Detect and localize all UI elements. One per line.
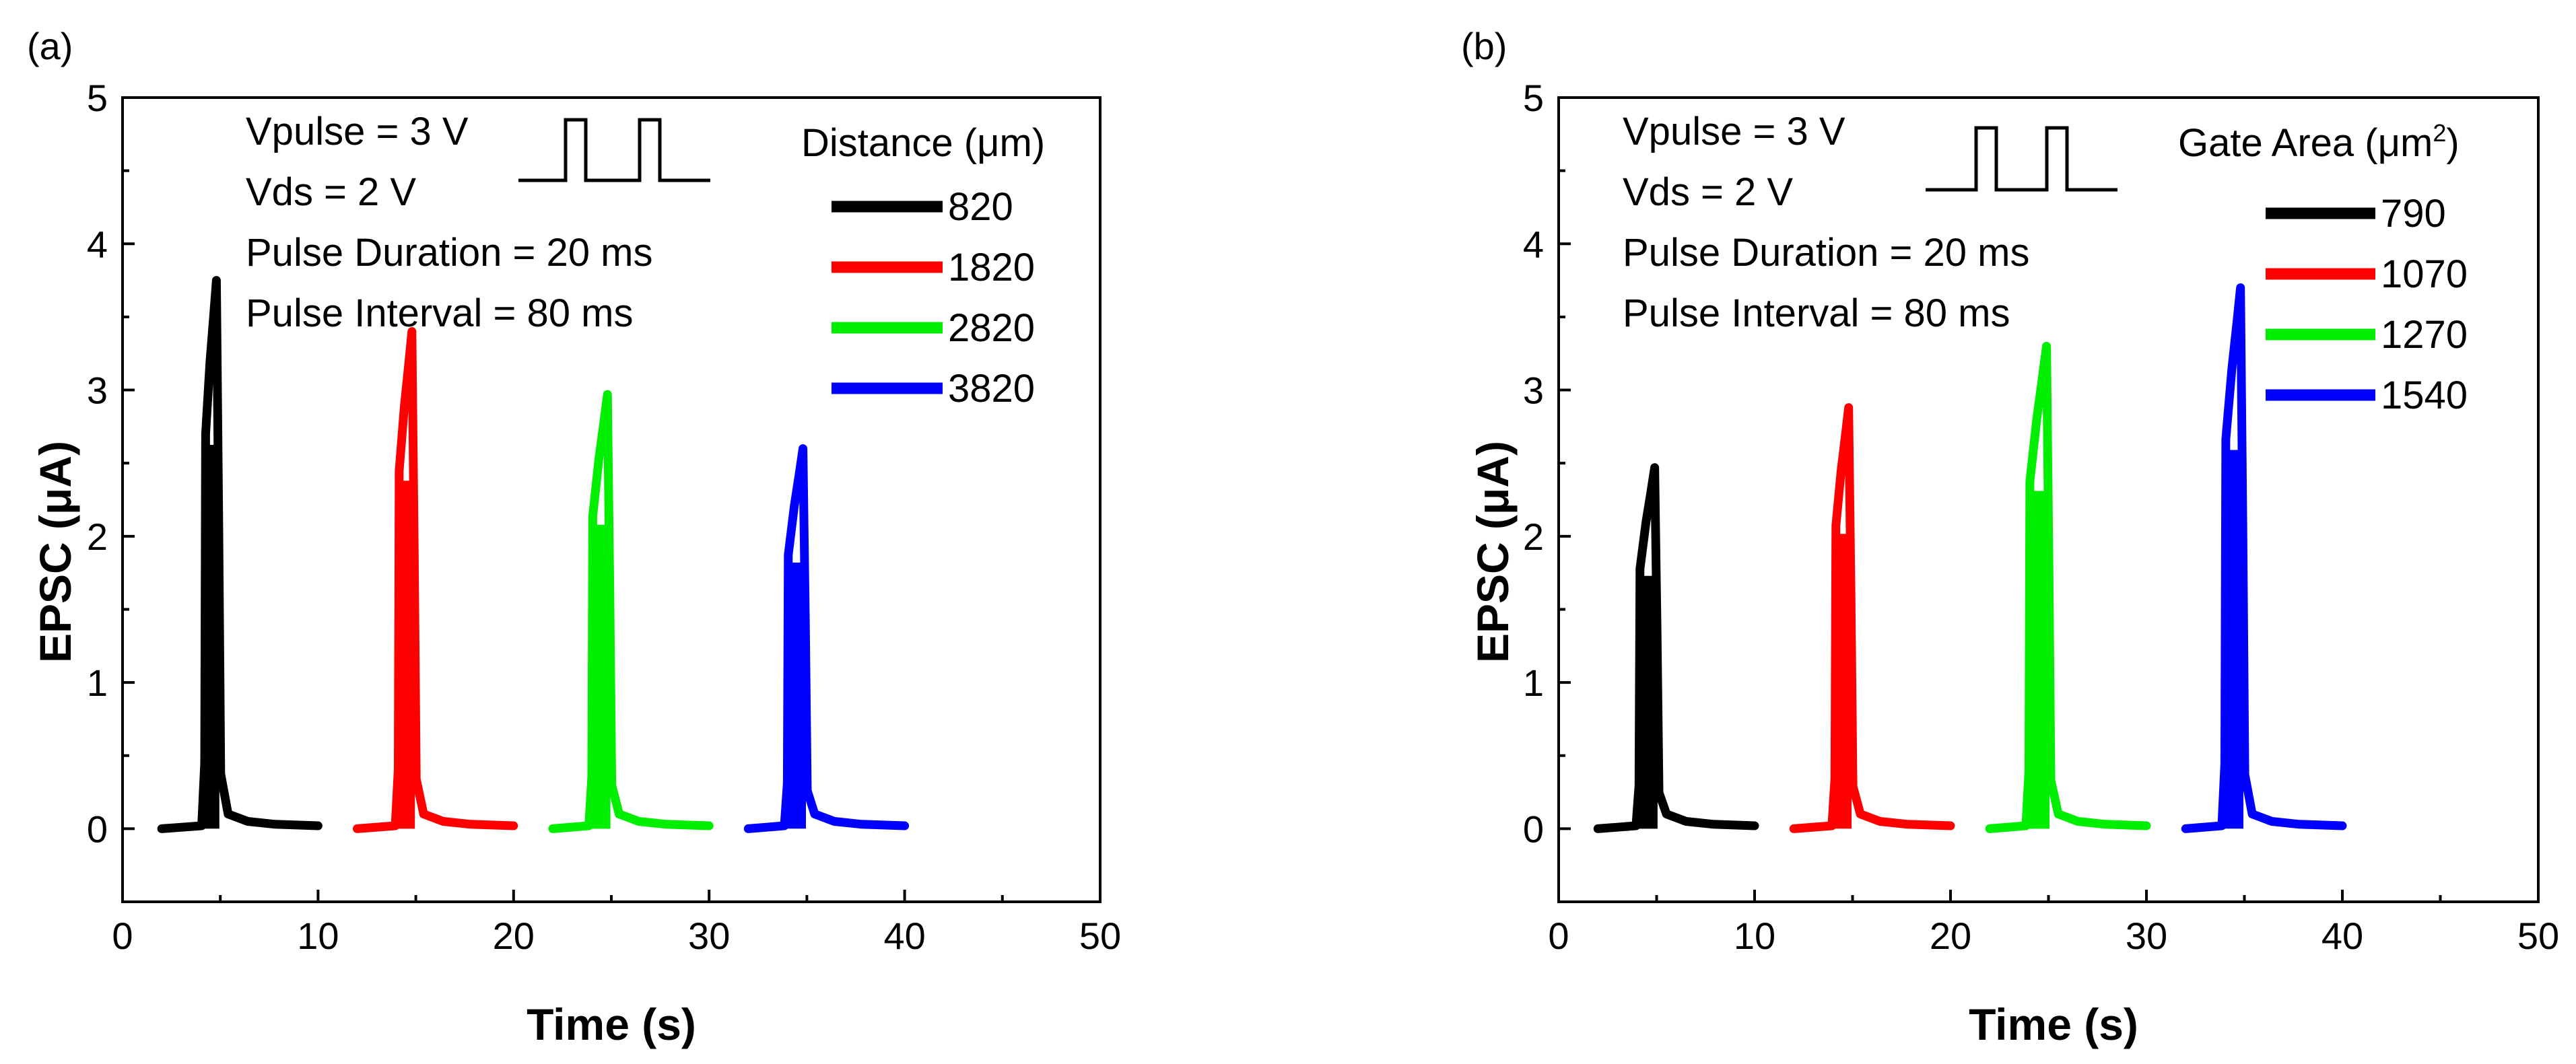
x-tick-label: 20 (493, 915, 535, 957)
legend-item: 790 (2266, 192, 2446, 236)
legend-label: 3820 (948, 367, 1035, 411)
y-tick-label: 3 (1523, 369, 1544, 412)
legend-label: 1270 (2381, 313, 2468, 357)
panel-b: (b) 0 10 20 30 40 50 0 1 2 3 4 5 Time (s) EPSC (μA)… (1461, 25, 2559, 1049)
legend-item: 2820 (832, 306, 1035, 350)
pulse-waveform-icon (1926, 126, 2117, 192)
plot-area-b: 0 10 20 30 40 50 0 1 2 3 4 5 (1523, 77, 2559, 957)
series-line-1270 (1985, 341, 2151, 833)
x-tick-label: 0 (1548, 915, 1569, 957)
legend-item: 1540 (2266, 374, 2468, 417)
legend-label: 790 (2381, 192, 2446, 236)
x-axis-title: Time (s) (527, 999, 696, 1049)
annotation-vpulse: Vpulse = 3 V (1623, 110, 1845, 153)
y-tick-label: 4 (87, 223, 108, 265)
y-tick-label: 4 (1523, 223, 1544, 265)
legend-item: 820 (832, 185, 1013, 229)
annotation-pulse-interval: Pulse Interval = 80 ms (246, 291, 633, 335)
series-line-1070 (1789, 403, 1955, 833)
y-tick-label: 5 (87, 77, 108, 119)
y-axis-title: EPSC (μA) (30, 441, 80, 663)
y-tick-label: 0 (1523, 808, 1544, 850)
series-line-1820 (353, 327, 518, 833)
annotation-pulse-interval: Pulse Interval = 80 ms (1623, 291, 2010, 335)
panel-label: (a) (27, 25, 73, 67)
legend: Distance (μm) 820 1820 2820 3820 (801, 121, 1045, 411)
x-tick-label: 40 (2321, 915, 2363, 957)
legend-label: 1820 (948, 246, 1035, 289)
legend-item: 1270 (2266, 313, 2468, 357)
y-tick-label: 1 (1523, 662, 1544, 704)
y-tick-label: 0 (87, 808, 108, 850)
x-tick-label: 50 (2517, 915, 2559, 957)
series-line-820 (157, 276, 323, 833)
x-axis-title: Time (s) (1969, 999, 2138, 1049)
pulse-annotations: Vpulse = 3 V Vds = 2 V Pulse Duration = … (1623, 110, 2117, 335)
annotation-vds: Vds = 2 V (1623, 170, 1793, 214)
legend-item: 1070 (2266, 252, 2468, 296)
x-tick-label: 40 (883, 915, 925, 957)
x-tick-label: 30 (2126, 915, 2167, 957)
x-tick-label: 20 (1930, 915, 1971, 957)
legend-label: 1540 (2381, 374, 2468, 417)
series-line-2820 (548, 390, 714, 833)
annotation-vpulse: Vpulse = 3 V (246, 110, 469, 153)
series-line-3820 (743, 444, 910, 833)
legend-item: 3820 (832, 367, 1035, 411)
pulse-annotations: Vpulse = 3 V Vds = 2 V Pulse Duration = … (246, 110, 710, 335)
panel-a: (a) 0 10 20 30 40 50 0 1 2 3 4 5 Time (s) EPSC (μA)… (27, 25, 1121, 1049)
y-tick-label: 5 (1523, 77, 1544, 119)
y-tick-label: 1 (87, 662, 108, 704)
legend-label: 1070 (2381, 252, 2468, 296)
x-tick-label: 30 (688, 915, 730, 957)
x-tick-label: 10 (1734, 915, 1775, 957)
plot-area-a: 0 10 20 30 40 50 0 1 2 3 4 5 (87, 77, 1121, 957)
y-tick-label: 2 (1523, 516, 1544, 558)
legend-title: Distance (μm) (801, 121, 1045, 165)
panel-label: (b) (1461, 25, 1507, 67)
legend-label: 2820 (948, 306, 1035, 350)
series-line-790 (1593, 463, 1759, 833)
legend-label: 820 (948, 185, 1013, 229)
x-tick-label: 0 (112, 915, 133, 957)
y-axis-title: EPSC (μA) (1468, 441, 1518, 663)
x-tick-label: 50 (1079, 915, 1121, 957)
legend-item: 1820 (832, 246, 1035, 289)
annotation-pulse-duration: Pulse Duration = 20 ms (246, 231, 652, 275)
y-tick-label: 2 (87, 516, 108, 558)
legend: Gate Area (μm2) 790 1070 1270 1540 (2178, 119, 2468, 417)
annotation-pulse-duration: Pulse Duration = 20 ms (1623, 231, 2029, 275)
x-tick-label: 10 (297, 915, 339, 957)
legend-title: Gate Area (μm2) (2178, 119, 2460, 165)
annotation-vds: Vds = 2 V (246, 170, 416, 214)
series-line-1540 (2181, 283, 2347, 833)
y-tick-label: 3 (87, 369, 108, 412)
pulse-waveform-icon (518, 118, 710, 182)
